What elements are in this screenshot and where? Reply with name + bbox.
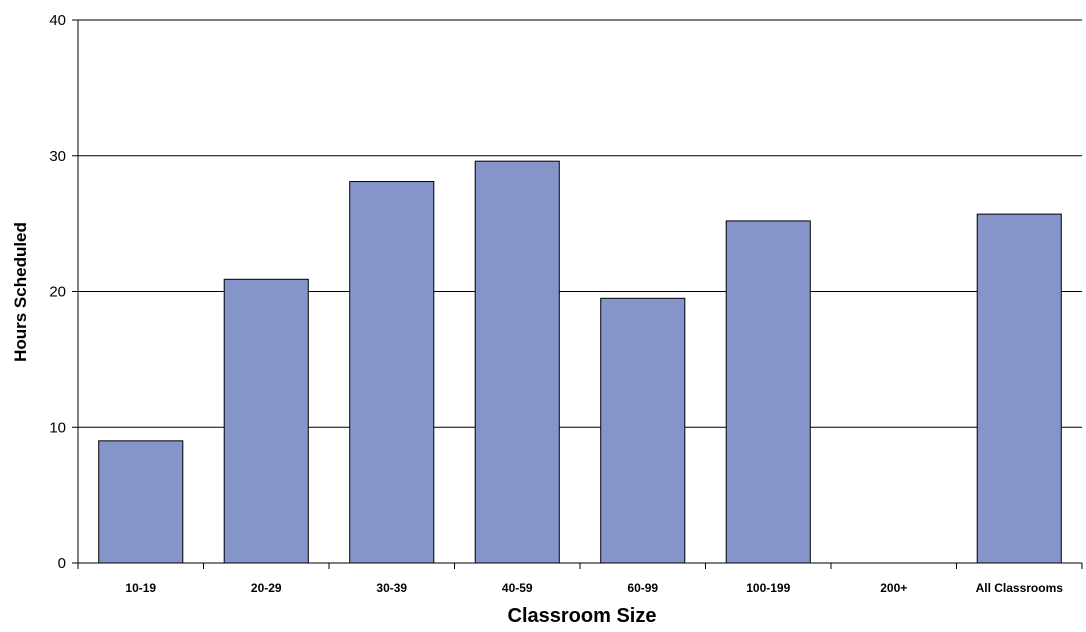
x-tick-label: 60-99 <box>627 581 658 595</box>
y-tick-label: 10 <box>49 419 66 436</box>
x-tick-label: 10-19 <box>125 581 156 595</box>
y-tick-label: 0 <box>58 555 66 572</box>
bar <box>349 181 435 564</box>
x-tick-label: 30-39 <box>376 581 407 595</box>
y-tick-label: 40 <box>49 12 66 29</box>
bar <box>474 160 560 564</box>
bar <box>600 297 686 564</box>
x-tick-label: 100-199 <box>746 581 790 595</box>
x-tick-label: 20-29 <box>251 581 282 595</box>
y-tick-labels: 0 10 20 30 40 <box>49 12 66 572</box>
y-tick-label: 30 <box>49 148 66 165</box>
x-axis-title: Classroom Size <box>508 605 657 627</box>
bar <box>98 440 184 564</box>
x-tick-labels: 10-19 20-29 30-39 40-59 60-99 100-199 200+ All … <box>125 581 1063 595</box>
bar <box>976 213 1062 564</box>
y-axis-title: Hours Scheduled <box>11 222 30 362</box>
gridlines <box>72 19 1082 564</box>
x-tick-label: 40-59 <box>502 581 533 595</box>
y-tick-label: 20 <box>49 284 66 301</box>
bar <box>725 220 811 564</box>
bars <box>98 160 1062 564</box>
axes <box>77 20 1083 569</box>
bar <box>223 278 309 564</box>
x-tick-label: All Classrooms <box>976 581 1064 595</box>
x-tick-label: 200+ <box>880 581 907 595</box>
